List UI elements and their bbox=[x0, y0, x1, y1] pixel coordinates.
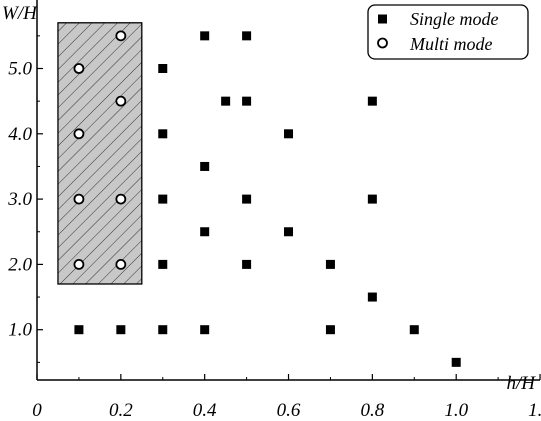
multi-mode-point bbox=[73, 258, 85, 270]
x-tick-label: 0 bbox=[32, 400, 42, 421]
single-mode-point bbox=[242, 194, 252, 204]
single-mode-point bbox=[284, 129, 294, 139]
single-mode-point bbox=[74, 325, 84, 335]
single-mode-point bbox=[409, 325, 419, 335]
single-mode-point bbox=[325, 325, 335, 335]
legend-box bbox=[367, 4, 529, 60]
multi-mode-point bbox=[115, 193, 127, 205]
x-tick-label: 1.2 bbox=[528, 400, 541, 421]
single-mode-point bbox=[284, 227, 294, 237]
x-tick-label: 0.4 bbox=[193, 400, 217, 421]
y-tick-label: 2.0 bbox=[8, 254, 32, 275]
shaded-region-hatch bbox=[57, 22, 143, 285]
multi-mode-point bbox=[73, 128, 85, 140]
single-mode-point bbox=[242, 259, 252, 269]
single-mode-point bbox=[242, 96, 252, 106]
y-tick-label: 1.0 bbox=[8, 320, 32, 341]
single-mode-point bbox=[158, 259, 168, 269]
legend-single-mode-marker bbox=[378, 14, 387, 24]
y-axis-label: W/H bbox=[2, 3, 38, 24]
single-mode-point bbox=[367, 96, 377, 106]
single-mode-point bbox=[221, 96, 231, 106]
legend-single-mode-label: Single mode bbox=[410, 9, 498, 29]
y-tick-label: 5.0 bbox=[8, 59, 32, 80]
single-mode-point bbox=[242, 31, 252, 41]
single-mode-point bbox=[116, 325, 126, 335]
multi-mode-point bbox=[115, 95, 127, 107]
x-tick-label: 1.0 bbox=[444, 400, 468, 421]
single-mode-point bbox=[200, 161, 210, 171]
multi-mode-point bbox=[115, 258, 127, 270]
single-mode-point bbox=[451, 357, 461, 367]
single-mode-point bbox=[200, 31, 210, 41]
single-mode-point bbox=[158, 129, 168, 139]
multi-mode-point bbox=[115, 30, 127, 42]
single-mode-point bbox=[158, 64, 168, 73]
legend-multi-mode-marker bbox=[377, 37, 388, 49]
x-tick-label: 0.8 bbox=[360, 400, 384, 421]
single-mode-point bbox=[367, 292, 377, 302]
x-axis-label: h/H bbox=[507, 373, 537, 394]
x-tick-label: 0.6 bbox=[277, 400, 301, 421]
single-mode-point bbox=[325, 259, 335, 269]
single-mode-point bbox=[367, 194, 377, 204]
y-tick-label: 3.0 bbox=[7, 189, 32, 210]
multi-mode-point bbox=[73, 63, 85, 74]
single-mode-point bbox=[200, 227, 210, 237]
single-mode-point bbox=[200, 325, 210, 335]
single-mode-point bbox=[158, 194, 168, 204]
single-mode-point bbox=[158, 325, 168, 335]
x-tick-label: 0.2 bbox=[109, 400, 133, 421]
legend-multi-mode-label: Multi mode bbox=[409, 34, 493, 54]
y-tick-label: 4.0 bbox=[8, 124, 32, 145]
multi-mode-point bbox=[73, 193, 85, 205]
